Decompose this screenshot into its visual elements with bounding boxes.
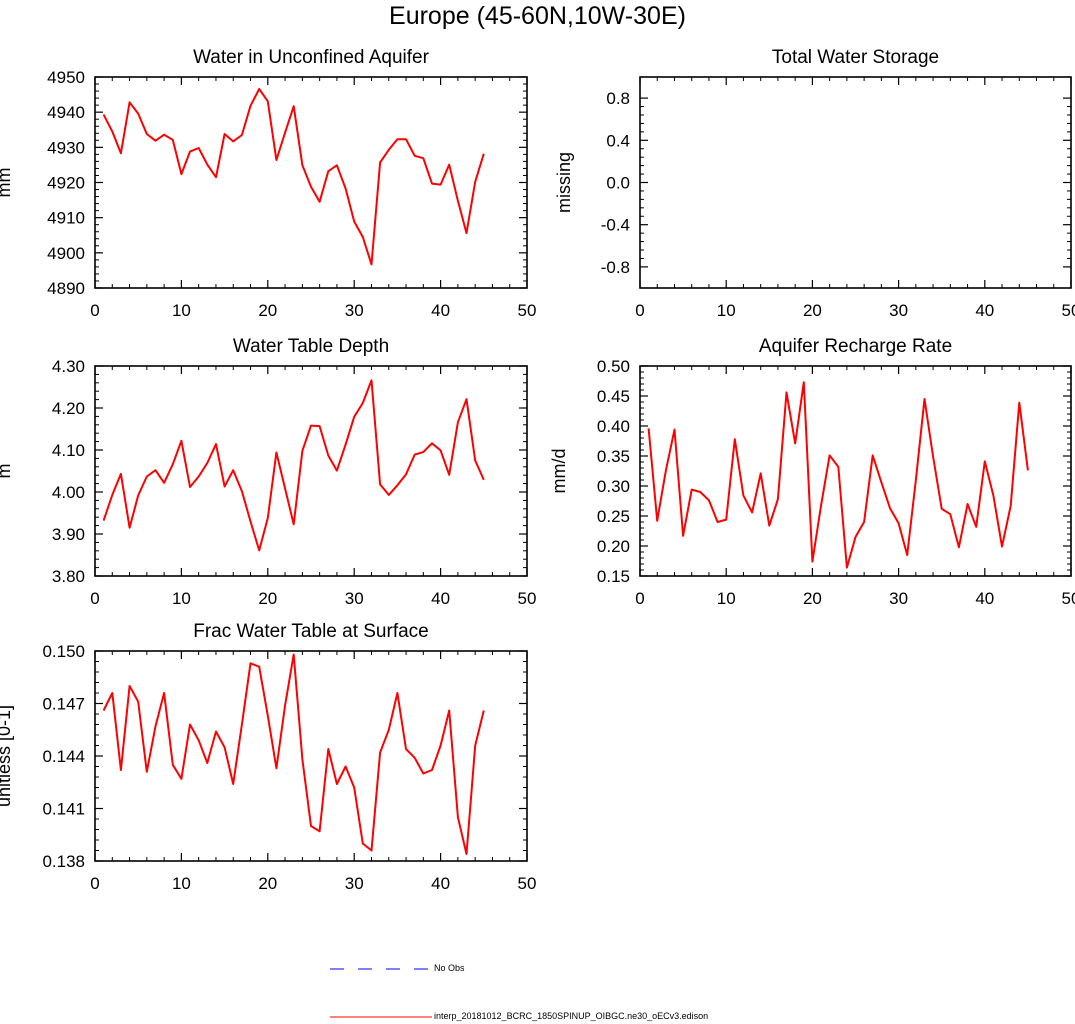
plot-frame [639,76,1072,289]
y-axis-label: missing [554,152,574,213]
y-tick-label: 0.35 [597,447,630,466]
x-tick-label: 50 [1062,301,1075,320]
x-tick-label: 0 [90,301,99,320]
x-tick-label: 30 [345,301,364,320]
panel-title: Aquifer Recharge Rate [759,336,952,357]
y-tick-label: 0.25 [597,507,630,526]
y-tick-label: 4890 [47,279,85,298]
x-tick-label: 10 [172,301,191,320]
y-tick-label: 4.10 [52,441,85,460]
y-tick-label: 4.00 [52,483,85,502]
y-tick-label: 3.90 [52,525,85,544]
series-line [647,381,1029,569]
x-tick-label: 20 [258,589,277,608]
panel-title: Water in Unconfined Aquifer [193,47,430,68]
y-tick-label: 4900 [47,244,85,263]
x-tick-label: 30 [889,301,908,320]
series-line [102,379,485,552]
y-axis-label: m [0,464,14,479]
x-tick-label: 0 [90,589,99,608]
y-tick-label: 0.15 [597,567,630,586]
x-tick-label: 10 [172,874,191,893]
x-tick-label: 0 [635,301,644,320]
y-tick-label: 4930 [47,138,85,157]
y-tick-label: 4.20 [52,399,85,418]
panel-title: Total Water Storage [772,47,939,68]
y-tick-label: 0.4 [606,131,630,150]
x-tick-label: 40 [975,589,994,608]
y-axis-label: mm [0,168,14,198]
y-tick-label: 0.150 [42,642,85,661]
y-tick-label: 4950 [47,68,85,87]
y-tick-label: 0.50 [597,357,630,376]
panel-title: Water Table Depth [233,336,389,357]
y-tick-label: -0.8 [601,258,630,277]
x-tick-label: 0 [635,589,644,608]
x-tick-label: 50 [518,874,537,893]
plot-frame [94,76,528,289]
x-tick-label: 20 [803,301,822,320]
plot-frame [639,365,1072,577]
y-tick-label: 4910 [47,209,85,228]
x-tick-label: 10 [717,301,736,320]
y-axis-label: unitless [0-1] [0,705,14,807]
series-line [102,88,485,266]
x-tick-label: 40 [431,301,450,320]
x-tick-label: 30 [889,589,908,608]
series-line [102,653,485,855]
x-tick-label: 0 [90,874,99,893]
panel-title: Frac Water Table at Surface [193,621,429,642]
x-tick-label: 20 [258,301,277,320]
y-tick-label: 0.30 [597,477,630,496]
y-tick-label: 4940 [47,103,85,122]
x-tick-label: 40 [431,874,450,893]
x-tick-label: 30 [345,589,364,608]
y-tick-label: 3.80 [52,567,85,586]
x-tick-label: 20 [258,874,277,893]
y-tick-label: 0.138 [42,852,85,871]
x-tick-label: 50 [518,589,537,608]
y-tick-label: 0.45 [597,387,630,406]
x-tick-label: 40 [431,589,450,608]
y-tick-label: 4920 [47,174,85,193]
page-title: Europe (45-60N,10W-30E) [389,2,686,30]
plot-frame [94,650,528,862]
x-tick-label: 10 [172,589,191,608]
x-tick-label: 50 [1062,589,1075,608]
y-tick-label: 0.0 [606,174,630,193]
y-tick-label: 0.147 [42,695,85,714]
y-tick-label: 0.40 [597,417,630,436]
x-tick-label: 30 [345,874,364,893]
y-tick-label: -0.4 [601,216,630,235]
y-tick-label: 0.141 [42,800,85,819]
y-tick-label: 0.20 [597,537,630,556]
x-tick-label: 50 [518,301,537,320]
plot-frame [94,365,528,577]
y-axis-label: mm/d [549,449,569,494]
y-tick-label: 0.144 [42,747,85,766]
x-tick-label: 20 [803,589,822,608]
y-tick-label: 0.8 [606,89,630,108]
x-tick-label: 40 [975,301,994,320]
x-tick-label: 10 [717,589,736,608]
y-tick-label: 4.30 [52,357,85,376]
